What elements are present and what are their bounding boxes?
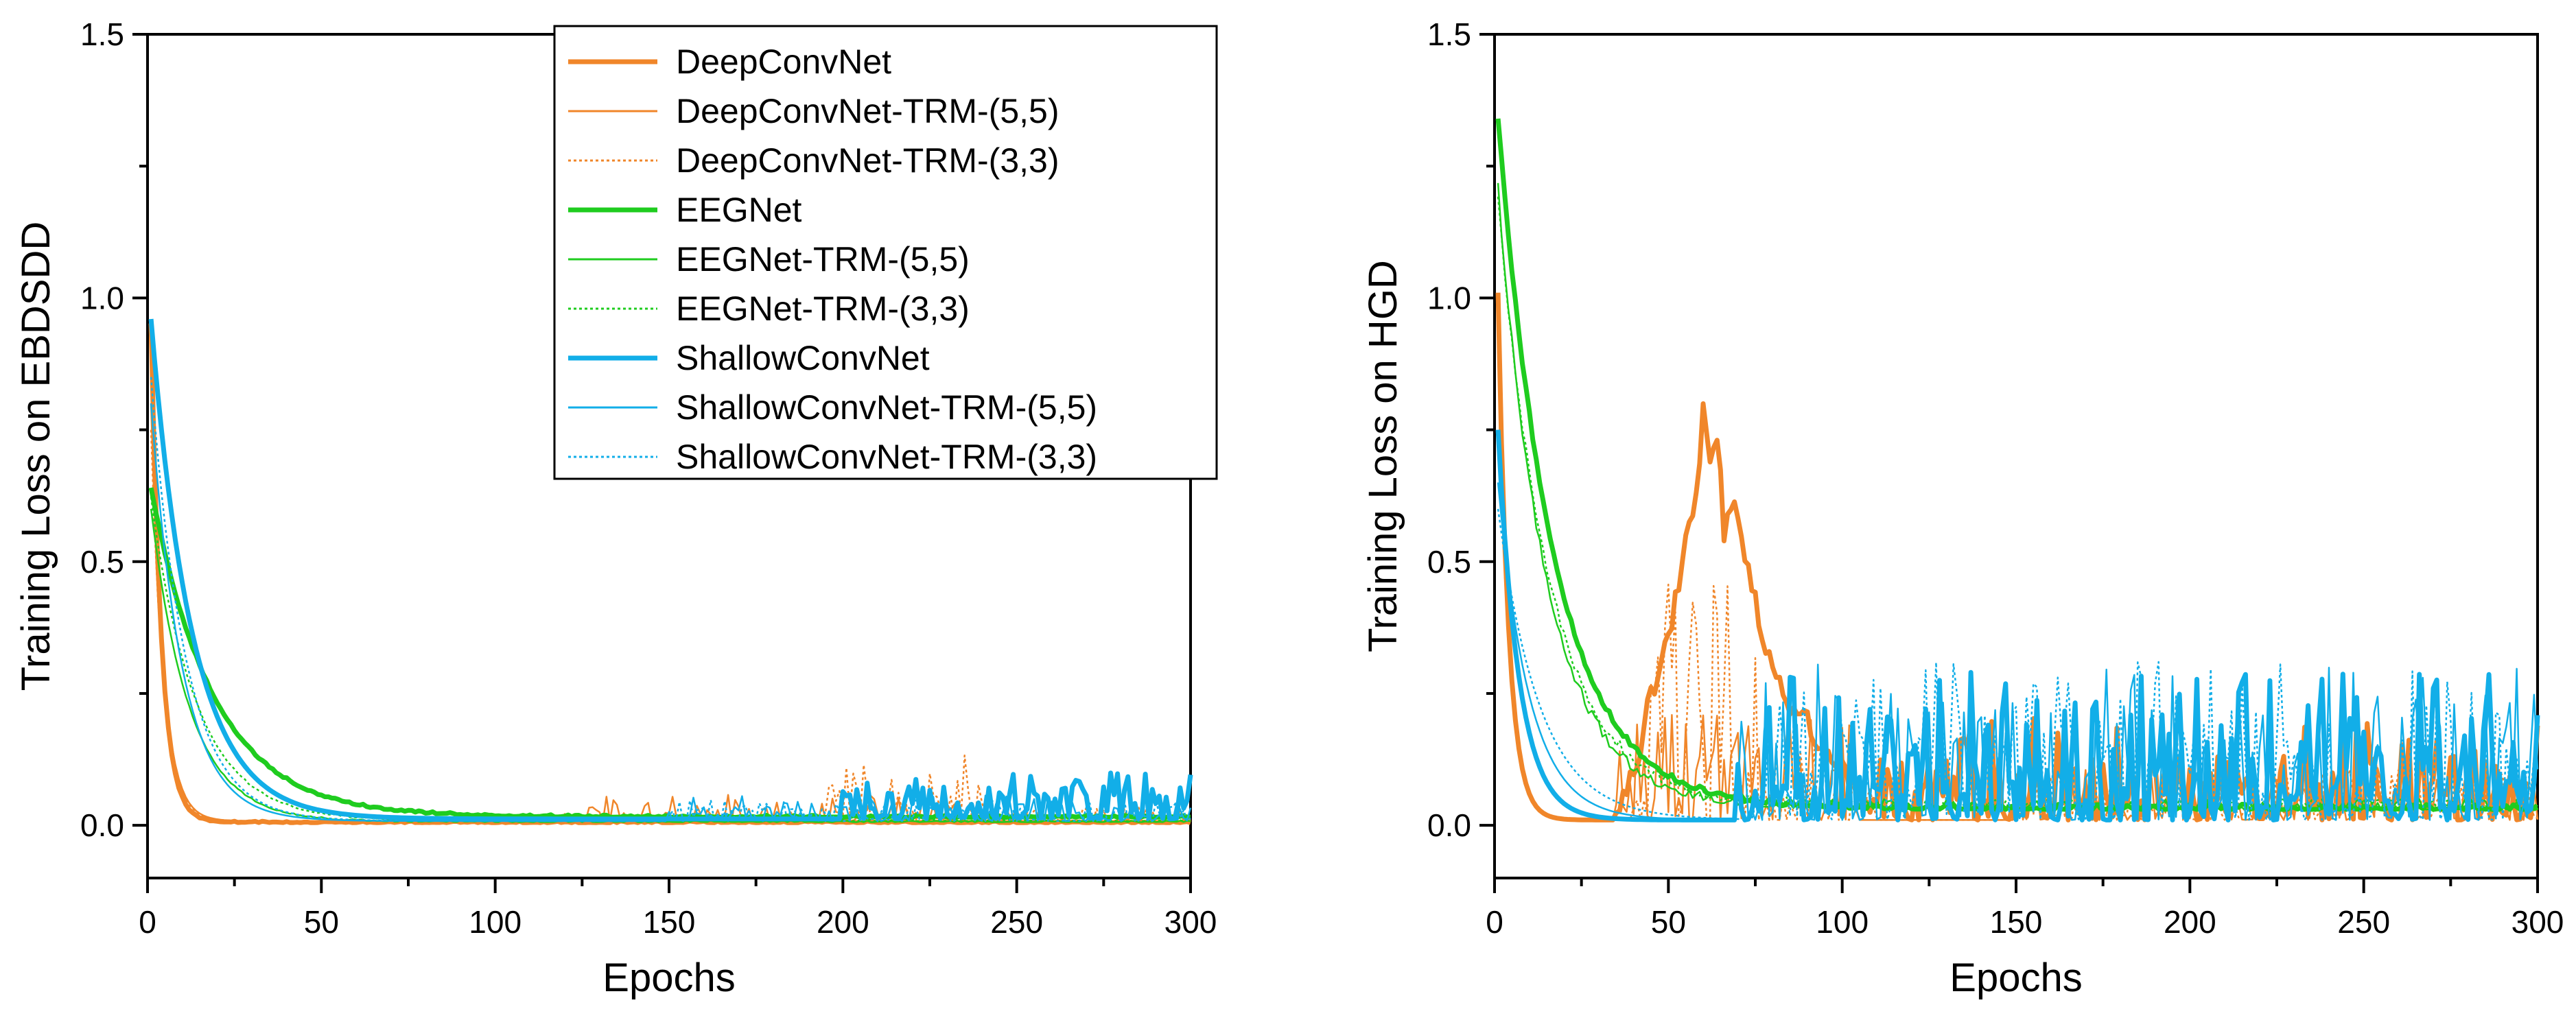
left-chart-panel: 0 50 100 150 200 250 300 0.0 0.5 1.0 1.5 Epochs Tr… (14, 16, 1218, 1000)
right-series-line-shallowconvnet-trm-5-5 (1497, 482, 2539, 821)
right-series-line-eegnet-trm-3-3 (1497, 196, 2538, 811)
right-chart-panel: 0 50 100 150 200 250 300 0.0 0.5 1.0 1.5 Epochs Tr… (1361, 16, 2564, 1000)
x-tick-label: 50 (1651, 904, 1686, 940)
left-tick-layer: 0 50 100 150 200 250 300 0.0 0.5 1.0 1.5 (80, 16, 1217, 940)
right-series-line-deepconvnet (1495, 292, 2540, 822)
right-x-axis-title: Epochs (1949, 956, 2082, 1000)
y-tick-label: 0.5 (1427, 544, 1471, 580)
x-tick-label: 200 (2164, 904, 2216, 940)
right-series-line-shallowconvnet-trm-3-3 (1497, 508, 2539, 821)
x-tick-label: 150 (1990, 904, 2043, 940)
left-series-line-eegnet-trm-3-3 (150, 497, 1191, 822)
legend: DeepConvNet DeepConvNet-TRM-(5,5) DeepCo… (553, 25, 1218, 480)
right-series-line-eegnet (1495, 118, 2539, 812)
legend-label-shallowconvnet: ShallowConvNet (676, 339, 930, 377)
y-tick-label: 1.5 (80, 16, 124, 52)
x-tick-label: 0 (139, 904, 156, 940)
legend-label-deepconvnet-trm-5-5: DeepConvNet-TRM-(5,5) (676, 92, 1059, 130)
legend-label-deepconvnet: DeepConvNet (676, 43, 891, 81)
left-y-axis-title: Training Loss on EBDSDD (14, 222, 58, 691)
right-series-line-eegnet-trm-5-5 (1497, 182, 2538, 811)
x-tick-label: 300 (2511, 904, 2564, 940)
legend-label-eegnet-trm-5-5: EEGNet-TRM-(5,5) (676, 240, 970, 279)
right-tick-layer: 0 50 100 150 200 250 300 0.0 0.5 1.0 1.5 (1427, 16, 2564, 940)
legend-label-shallowconvnet-trm-3-3: ShallowConvNet-TRM-(3,3) (676, 438, 1097, 476)
legend-label-eegnet-trm-3-3: EEGNet-TRM-(3,3) (676, 289, 970, 328)
left-series-line-deepconvnet-trm-3-3 (150, 429, 1191, 822)
x-tick-label: 100 (1816, 904, 1869, 940)
legend-label-eegnet: EEGNet (676, 191, 802, 229)
left-series-line-eegnet-trm-5-5 (150, 508, 1191, 823)
left-series-layer (148, 318, 1193, 825)
right-y-axis-title: Training Loss on HGD (1361, 260, 1405, 652)
x-tick-label: 0 (1486, 904, 1503, 940)
y-tick-label: 1.0 (80, 280, 124, 316)
x-tick-label: 300 (1164, 904, 1217, 940)
x-tick-label: 100 (469, 904, 522, 940)
left-x-axis-title: Epochs (602, 956, 735, 1000)
right-series-layer (1495, 118, 2540, 822)
x-tick-label: 250 (2337, 904, 2390, 940)
y-tick-label: 1.0 (1427, 280, 1471, 316)
left-series-line-shallowconvnet-trm-3-3 (150, 377, 1191, 822)
x-tick-label: 150 (643, 904, 696, 940)
legend-label-shallowconvnet-trm-5-5: ShallowConvNet-TRM-(5,5) (676, 388, 1097, 427)
legend-label-deepconvnet-trm-3-3: DeepConvNet-TRM-(3,3) (676, 141, 1059, 180)
x-tick-label: 50 (304, 904, 339, 940)
y-tick-label: 0.0 (80, 807, 124, 843)
left-series-line-eegnet (148, 487, 1191, 820)
y-tick-label: 1.5 (1427, 16, 1471, 52)
legend-box (553, 25, 1218, 480)
y-tick-label: 0.0 (1427, 807, 1471, 843)
left-series-line-shallowconvnet (148, 318, 1193, 822)
x-tick-label: 250 (990, 904, 1043, 940)
x-tick-label: 200 (817, 904, 869, 940)
left-series-line-shallowconvnet-trm-5-5 (150, 403, 1192, 822)
right-series-line-shallowconvnet (1495, 429, 2540, 822)
y-tick-label: 0.5 (80, 544, 124, 580)
